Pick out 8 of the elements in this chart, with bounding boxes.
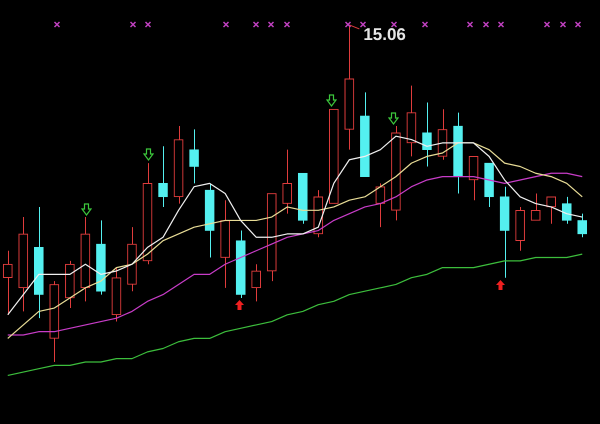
candlestick — [468, 156, 478, 201]
candlestick — [376, 182, 386, 228]
candlestick — [189, 128, 199, 184]
candlestick — [562, 196, 572, 224]
annotation: 15.06 — [363, 25, 406, 44]
candlestick — [251, 264, 262, 302]
candlestick — [422, 102, 432, 167]
candlestick — [282, 149, 292, 214]
